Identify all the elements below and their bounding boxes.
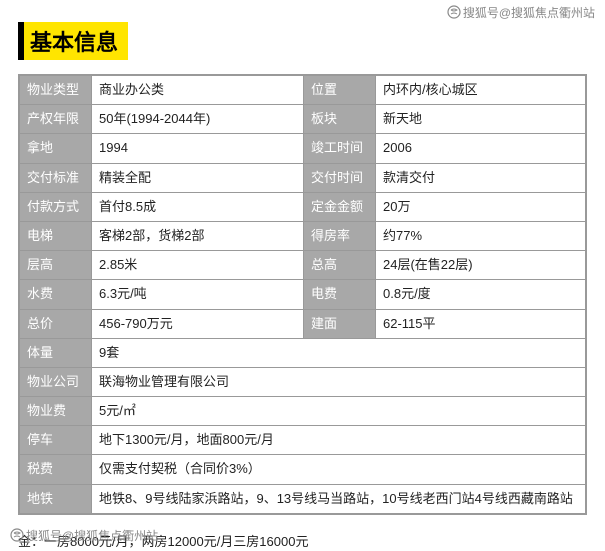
cell-value: 24层(在售22层) bbox=[376, 251, 586, 280]
table-row: 停车地下1300元/月，地面800元/月 bbox=[20, 426, 586, 455]
cell-label: 物业费 bbox=[20, 397, 92, 426]
cell-label: 电梯 bbox=[20, 221, 92, 250]
cell-value: 50年(1994-2044年) bbox=[92, 105, 304, 134]
content-area: 基本信息 物业类型商业办公类位置内环内/核心城区产权年限50年(1994-204… bbox=[0, 0, 605, 525]
watermark-bottom: 搜狐号@搜狐焦点衢州站 bbox=[10, 527, 158, 545]
table-row: 物业类型商业办公类位置内环内/核心城区 bbox=[20, 76, 586, 105]
cell-value: 商业办公类 bbox=[92, 76, 304, 105]
cell-value: 内环内/核心城区 bbox=[376, 76, 586, 105]
table-row: 体量9套 bbox=[20, 338, 586, 367]
table-row: 税费仅需支付契税（合同价3%） bbox=[20, 455, 586, 484]
table-row: 电梯客梯2部，货梯2部得房率约77% bbox=[20, 221, 586, 250]
cell-label: 位置 bbox=[304, 76, 376, 105]
cell-label: 交付时间 bbox=[304, 163, 376, 192]
cell-value: 2.85米 bbox=[92, 251, 304, 280]
cell-label: 体量 bbox=[20, 338, 92, 367]
sohu-icon bbox=[10, 528, 24, 545]
cell-label: 层高 bbox=[20, 251, 92, 280]
cell-label: 地铁 bbox=[20, 484, 92, 513]
cell-value: 1994 bbox=[92, 134, 304, 163]
watermark-top: 搜狐号@搜狐焦点衢州站 bbox=[447, 4, 595, 22]
watermark-bottom-text: 搜狐号@搜狐焦点衢州站 bbox=[26, 529, 158, 543]
cell-label: 交付标准 bbox=[20, 163, 92, 192]
table-row: 产权年限50年(1994-2044年)板块新天地 bbox=[20, 105, 586, 134]
cell-label: 水费 bbox=[20, 280, 92, 309]
cell-value: 精装全配 bbox=[92, 163, 304, 192]
cell-value: 6.3元/吨 bbox=[92, 280, 304, 309]
table-row: 总价456-790万元建面62-115平 bbox=[20, 309, 586, 338]
cell-label: 建面 bbox=[304, 309, 376, 338]
table-row: 水费6.3元/吨电费0.8元/度 bbox=[20, 280, 586, 309]
cell-value: 客梯2部，货梯2部 bbox=[92, 221, 304, 250]
cell-value: 款清交付 bbox=[376, 163, 586, 192]
table-row: 层高2.85米总高24层(在售22层) bbox=[20, 251, 586, 280]
cell-label: 定金金额 bbox=[304, 192, 376, 221]
table-row: 地铁地铁8、9号线陆家浜路站，9、13号线马当路站，10号线老西门站4号线西藏南… bbox=[20, 484, 586, 513]
table-row: 交付标准精装全配交付时间款清交付 bbox=[20, 163, 586, 192]
cell-value: 新天地 bbox=[376, 105, 586, 134]
cell-label: 竣工时间 bbox=[304, 134, 376, 163]
info-table-wrap: 物业类型商业办公类位置内环内/核心城区产权年限50年(1994-2044年)板块… bbox=[18, 74, 587, 515]
cell-value: 首付8.5成 bbox=[92, 192, 304, 221]
table-row: 拿地1994竣工时间2006 bbox=[20, 134, 586, 163]
cell-value: 地下1300元/月，地面800元/月 bbox=[92, 426, 586, 455]
cell-label: 总高 bbox=[304, 251, 376, 280]
cell-value: 5元/㎡ bbox=[92, 397, 586, 426]
cell-label: 物业公司 bbox=[20, 367, 92, 396]
cell-value: 62-115平 bbox=[376, 309, 586, 338]
info-table: 物业类型商业办公类位置内环内/核心城区产权年限50年(1994-2044年)板块… bbox=[19, 75, 586, 514]
cell-value: 0.8元/度 bbox=[376, 280, 586, 309]
table-row: 付款方式首付8.5成定金金额20万 bbox=[20, 192, 586, 221]
cell-value: 地铁8、9号线陆家浜路站，9、13号线马当路站，10号线老西门站4号线西藏南路站 bbox=[92, 484, 586, 513]
cell-value: 456-790万元 bbox=[92, 309, 304, 338]
cell-label: 板块 bbox=[304, 105, 376, 134]
cell-label: 电费 bbox=[304, 280, 376, 309]
table-row: 物业费5元/㎡ bbox=[20, 397, 586, 426]
cell-value: 联海物业管理有限公司 bbox=[92, 367, 586, 396]
watermark-top-text: 搜狐号@搜狐焦点衢州站 bbox=[463, 6, 595, 20]
sohu-icon bbox=[447, 5, 461, 22]
cell-label: 得房率 bbox=[304, 221, 376, 250]
cell-label: 产权年限 bbox=[20, 105, 92, 134]
cell-label: 总价 bbox=[20, 309, 92, 338]
cell-label: 付款方式 bbox=[20, 192, 92, 221]
cell-value: 9套 bbox=[92, 338, 586, 367]
cell-label: 税费 bbox=[20, 455, 92, 484]
cell-label: 物业类型 bbox=[20, 76, 92, 105]
cell-value: 约77% bbox=[376, 221, 586, 250]
cell-value: 2006 bbox=[376, 134, 586, 163]
section-heading: 基本信息 bbox=[18, 22, 128, 60]
cell-label: 拿地 bbox=[20, 134, 92, 163]
cell-value: 20万 bbox=[376, 192, 586, 221]
table-row: 物业公司联海物业管理有限公司 bbox=[20, 367, 586, 396]
cell-value: 仅需支付契税（合同价3%） bbox=[92, 455, 586, 484]
cell-label: 停车 bbox=[20, 426, 92, 455]
